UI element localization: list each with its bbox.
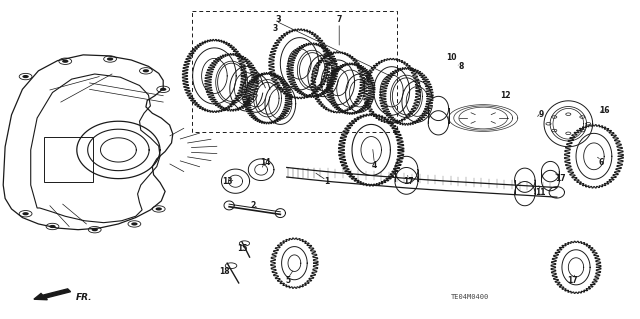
Text: 6: 6 (599, 158, 604, 167)
Text: 17: 17 (555, 174, 565, 183)
Circle shape (49, 225, 56, 228)
Text: 7: 7 (337, 15, 342, 24)
Text: 3: 3 (273, 24, 278, 33)
Text: 10: 10 (446, 53, 456, 62)
Text: 17: 17 (568, 276, 578, 285)
Text: 3: 3 (276, 15, 281, 24)
Circle shape (22, 75, 29, 78)
Circle shape (156, 207, 162, 211)
Text: 17: 17 (403, 177, 413, 186)
Text: 5: 5 (285, 276, 291, 285)
Circle shape (143, 69, 149, 72)
Text: 16: 16 (599, 106, 609, 115)
Text: 15: 15 (237, 244, 247, 253)
Text: 11: 11 (536, 189, 546, 197)
Circle shape (62, 60, 68, 63)
Circle shape (131, 222, 138, 226)
Circle shape (92, 228, 98, 231)
Text: 14: 14 (260, 158, 271, 167)
Text: FR.: FR. (76, 293, 92, 302)
Text: TE04M0400: TE04M0400 (451, 294, 490, 300)
Text: 9: 9 (538, 110, 543, 119)
FancyArrow shape (34, 289, 70, 300)
Text: 1: 1 (324, 177, 329, 186)
Circle shape (107, 57, 113, 61)
Circle shape (22, 212, 29, 215)
Text: 4: 4 (372, 161, 377, 170)
Text: 18: 18 (219, 267, 229, 276)
Text: 12: 12 (500, 91, 511, 100)
Text: 2: 2 (250, 201, 255, 210)
Text: 8: 8 (458, 63, 463, 71)
Text: 13: 13 (222, 177, 232, 186)
Circle shape (160, 88, 166, 91)
